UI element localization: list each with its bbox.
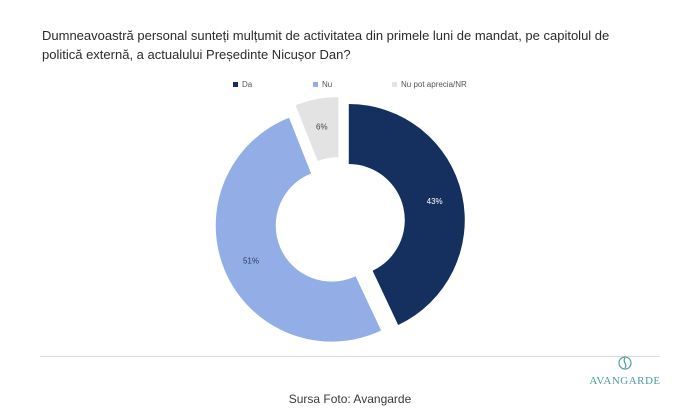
avangarde-emblem-icon (618, 356, 632, 370)
legend-label-nu: Nu (322, 80, 333, 89)
data-label-da: 43% (427, 197, 443, 206)
photo-caption: Sursa Foto: Avangarde (288, 392, 412, 406)
donut-chart: 43% 51% 6% (215, 97, 465, 342)
legend-item-da: Da (233, 80, 252, 89)
legend-swatch-nu (313, 82, 318, 87)
legend-label-nr: Nu pot aprecia/NR (401, 80, 467, 89)
slice-nr (295, 97, 339, 162)
legend-item-nr: Nu pot aprecia/NR (392, 80, 467, 89)
logo-text: AVANGARDE (589, 375, 661, 387)
data-label-nu: 51% (243, 257, 259, 266)
chart-legend: Da Nu Nu pot aprecia/NR (0, 80, 700, 94)
data-label-nr: 6% (316, 123, 328, 132)
avangarde-logo: AVANGARDE (585, 356, 665, 387)
footer-divider (40, 356, 660, 357)
slice-nu (215, 117, 382, 342)
legend-label-da: Da (242, 80, 253, 89)
legend-swatch-da (233, 82, 238, 87)
slice-da (348, 104, 465, 325)
chart-title: Dumneavoastră personal sunteți mulțumit … (42, 28, 610, 62)
legend-item-nu: Nu (313, 80, 332, 89)
legend-swatch-nr (392, 82, 397, 87)
